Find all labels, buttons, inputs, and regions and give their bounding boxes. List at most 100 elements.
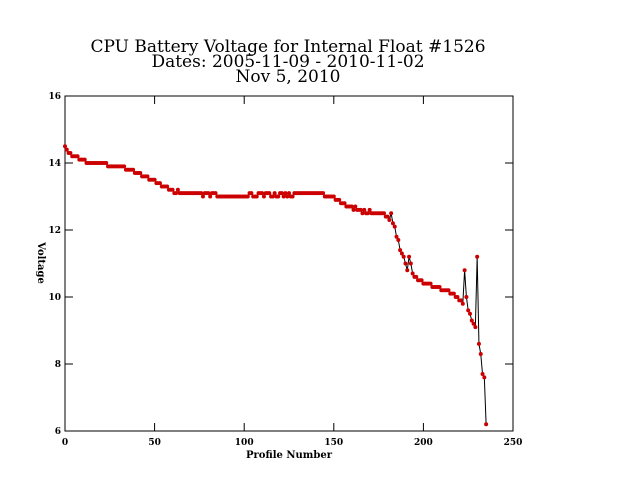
data-point <box>462 268 467 273</box>
data-point <box>75 154 80 159</box>
data-point <box>157 181 162 186</box>
chart-title: CPU Battery Voltage for Internal Float #… <box>90 37 485 57</box>
data-point <box>351 207 356 212</box>
data-point <box>165 184 170 189</box>
data-point <box>460 301 465 306</box>
data-point <box>392 224 397 229</box>
data-point <box>469 318 474 323</box>
data-point <box>249 191 254 196</box>
data-point <box>381 211 386 216</box>
data-point <box>362 207 367 212</box>
data-point <box>475 254 480 259</box>
data-point <box>170 187 175 192</box>
y-tick-label: 14 <box>48 159 61 169</box>
data-point <box>331 194 336 199</box>
data-point <box>396 238 401 243</box>
y-tick-label: 12 <box>48 226 61 236</box>
data-point <box>213 191 218 196</box>
plot-frame <box>64 95 514 432</box>
data-point <box>401 254 406 259</box>
y-tick-label: 6 <box>55 427 61 437</box>
data-point <box>63 144 67 149</box>
data-point <box>287 191 291 196</box>
data-point <box>349 204 354 209</box>
chart-subtitle: Dates: 2005-11-09 - 2010-11-02 <box>151 52 424 72</box>
data-point <box>272 191 277 196</box>
data-point <box>385 214 390 219</box>
data-point <box>399 251 404 256</box>
x-tick-label: 200 <box>414 438 433 448</box>
data-point <box>337 197 342 202</box>
y-tick-label: 10 <box>48 293 61 303</box>
data-point <box>281 194 286 199</box>
data-point <box>283 191 288 196</box>
data-point <box>437 284 442 289</box>
data-point <box>64 147 69 152</box>
data-point <box>174 191 179 196</box>
data-point <box>360 211 365 216</box>
data-point <box>398 248 403 253</box>
data-point <box>455 295 460 299</box>
data-point <box>175 187 180 192</box>
y-tick-label: 8 <box>55 360 61 370</box>
data-point <box>358 207 363 212</box>
data-point <box>387 217 392 222</box>
data-point <box>471 321 476 326</box>
data-point <box>473 325 478 330</box>
data-point <box>152 177 157 182</box>
data-point <box>466 308 471 313</box>
data-point <box>405 268 410 273</box>
data-point <box>394 234 399 239</box>
data-point <box>414 274 419 279</box>
data-point <box>206 191 211 196</box>
data-point <box>68 150 73 155</box>
x-tick-label: 250 <box>504 438 523 448</box>
data-point <box>321 191 326 196</box>
data-point <box>267 191 272 196</box>
x-tick-label: 150 <box>324 438 343 448</box>
x-tick-label: 50 <box>148 438 161 448</box>
data-point <box>480 372 485 377</box>
data-point <box>407 254 412 259</box>
data-point <box>200 194 205 199</box>
data-point <box>342 201 347 206</box>
data-point <box>279 191 284 196</box>
data-point <box>365 211 370 216</box>
data-point <box>82 157 87 162</box>
data-point <box>276 194 281 199</box>
data-point <box>290 194 295 199</box>
data-point <box>208 194 213 199</box>
data-point <box>408 261 413 266</box>
data-point <box>245 194 250 199</box>
data-point <box>138 171 143 176</box>
data-point <box>104 161 109 165</box>
data-point <box>464 295 469 299</box>
data-point <box>478 351 483 356</box>
data-point <box>403 261 408 266</box>
data-point <box>467 311 472 316</box>
data-point <box>270 194 275 199</box>
y-axis-label: Voltage <box>35 241 46 284</box>
data-point <box>484 422 489 427</box>
data-point <box>451 291 456 296</box>
data-point <box>476 341 481 346</box>
data-point <box>199 191 204 196</box>
x-tick-label: 0 <box>62 438 68 448</box>
y-tick-label: 16 <box>48 92 61 102</box>
data-point <box>459 298 464 303</box>
data-point <box>390 221 395 226</box>
data-point <box>428 281 433 286</box>
data-point <box>482 375 487 380</box>
x-tick-label: 100 <box>235 438 254 448</box>
data-point <box>410 271 415 276</box>
data-point <box>131 167 136 172</box>
data-point <box>389 211 394 216</box>
data-point <box>446 288 451 293</box>
data-point <box>353 204 358 209</box>
data-point <box>261 194 266 199</box>
data-point <box>260 191 265 196</box>
data-point <box>145 174 150 179</box>
data-point <box>254 194 259 199</box>
